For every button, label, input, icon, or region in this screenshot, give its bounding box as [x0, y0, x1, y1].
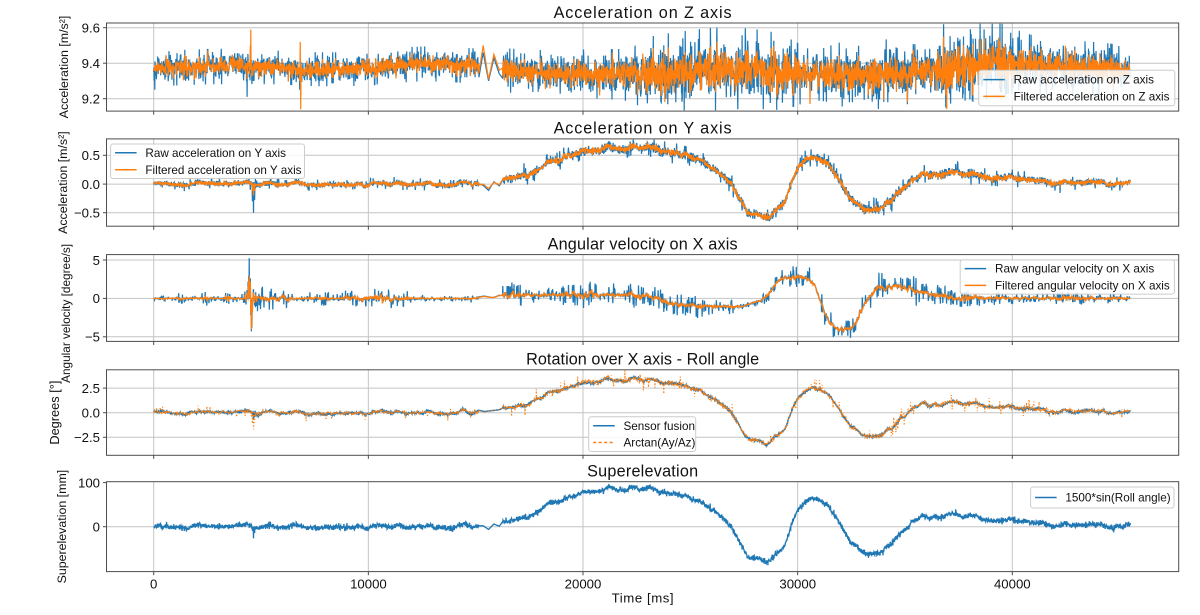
- svg-text:2.5: 2.5: [82, 381, 100, 396]
- svg-text:9.4: 9.4: [82, 56, 100, 71]
- svg-text:Acceleration on Y axis: Acceleration on Y axis: [554, 120, 732, 138]
- svg-text:−2.5: −2.5: [74, 430, 100, 445]
- svg-text:−5: −5: [85, 330, 100, 345]
- svg-text:20000: 20000: [565, 576, 602, 591]
- svg-text:Time [ms]: Time [ms]: [612, 591, 674, 606]
- svg-text:Raw angular velocity on X axis: Raw angular velocity on X axis: [995, 263, 1154, 276]
- svg-text:Raw acceleration on Z axis: Raw acceleration on Z axis: [1014, 74, 1154, 87]
- svg-text:Superelevation [mm]: Superelevation [mm]: [55, 470, 69, 584]
- svg-text:0.0: 0.0: [82, 406, 100, 421]
- svg-text:9.2: 9.2: [82, 92, 100, 107]
- svg-text:9.6: 9.6: [82, 21, 100, 36]
- svg-text:Filtered angular velocity on X: Filtered angular velocity on X axis: [995, 280, 1170, 293]
- svg-text:−0.5: −0.5: [74, 206, 100, 221]
- svg-text:Acceleration [m/s²]: Acceleration [m/s²]: [56, 131, 70, 234]
- svg-text:0: 0: [150, 576, 157, 591]
- svg-text:Rotation over X axis - Roll an: Rotation over X axis - Roll angle: [526, 351, 759, 369]
- svg-text:40000: 40000: [994, 576, 1031, 591]
- svg-text:Raw acceleration on Y axis: Raw acceleration on Y axis: [145, 147, 286, 160]
- svg-text:Superelevation: Superelevation: [587, 463, 698, 481]
- svg-text:0.5: 0.5: [82, 148, 100, 163]
- svg-text:Angular velocity [degree/s]: Angular velocity [degree/s]: [59, 244, 73, 383]
- svg-text:0.0: 0.0: [82, 177, 100, 192]
- svg-text:100: 100: [78, 475, 100, 490]
- svg-text:0: 0: [93, 291, 100, 306]
- svg-text:10000: 10000: [350, 576, 387, 591]
- svg-text:Sensor fusion: Sensor fusion: [624, 420, 695, 433]
- svg-text:Filtered acceleration on Z axi: Filtered acceleration on Z axis: [1014, 91, 1170, 104]
- svg-text:0: 0: [93, 520, 100, 535]
- svg-text:5: 5: [93, 253, 100, 268]
- svg-text:Acceleration [m/s²]: Acceleration [m/s²]: [57, 16, 71, 119]
- svg-text:Arctan(Ay/Az): Arctan(Ay/Az): [624, 437, 696, 450]
- svg-text:30000: 30000: [779, 576, 816, 591]
- svg-text:Acceleration on Z axis: Acceleration on Z axis: [554, 4, 732, 22]
- svg-text:Degrees [°]: Degrees [°]: [47, 381, 62, 445]
- svg-text:1500*sin(Roll angle): 1500*sin(Roll angle): [1065, 492, 1170, 505]
- svg-text:Angular velocity on X axis: Angular velocity on X axis: [548, 235, 738, 253]
- svg-text:Filtered acceleration on Y axi: Filtered acceleration on Y axis: [145, 164, 301, 177]
